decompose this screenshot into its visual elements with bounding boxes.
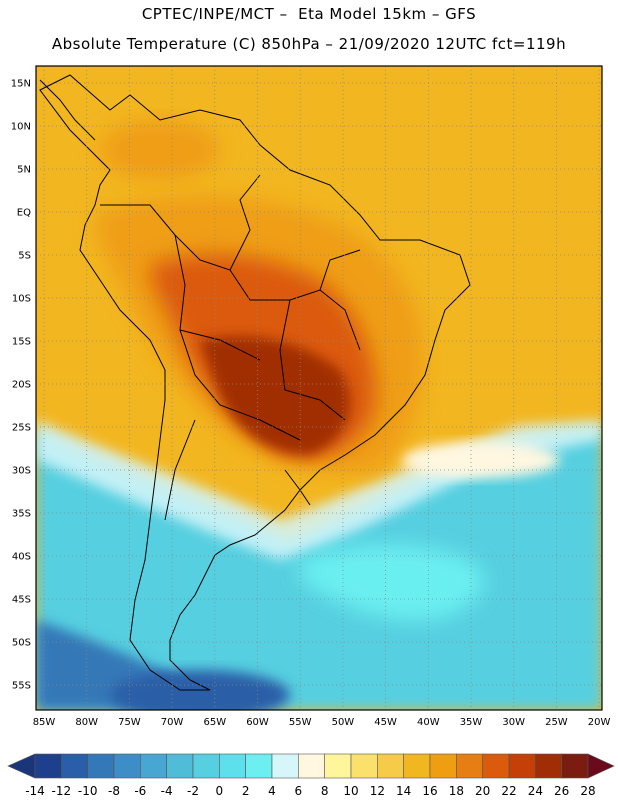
lat-tick-label: 10S [12,294,31,305]
colorbar-max-arrow [587,753,615,779]
colorbar-label: 6 [295,784,303,798]
lon-tick-label: 45W [374,717,397,728]
colorbar-swatch [219,753,246,779]
lat-tick-label: 15N [11,79,31,90]
lat-tick-label: 15S [12,337,31,348]
colorbar-label: 26 [554,784,569,798]
colorbar-label: 28 [580,784,595,798]
colorbar-swatch [403,753,431,779]
colorbar: -14 -12 -10 -8 -6 -4 -2 0 2 4 6 8 10 12 14 16 18 20 22 24 26… [7,753,615,798]
colorbar-min-arrow [7,753,36,779]
colorbar-label: -4 [161,784,173,798]
lon-tick-label: 75W [118,717,141,728]
title-line-2: Absolute Temperature (C) 850hPa – 21/09/… [51,35,567,53]
colorbar-label: 2 [242,784,250,798]
colorbar-label: 0 [216,784,224,798]
colorbar-label: 14 [396,784,411,798]
lat-tick-label: 5N [17,165,31,176]
lon-tick-label: 40W [417,717,440,728]
lon-tick-label: 50W [332,717,355,728]
colorbar-swatch [245,753,273,779]
colorbar-swatch [34,753,62,779]
colorbar-label: -10 [78,784,98,798]
lon-tick-label: 55W [289,717,312,728]
lon-tick-label: 25W [545,717,568,728]
lon-tick-label: 65W [203,717,226,728]
colorbar-swatch [482,753,510,779]
lon-tick-label: 30W [502,717,525,728]
colorbar-label: -6 [134,784,146,798]
lat-tick-label: 20S [12,380,31,391]
latitude-labels: 15N 10N 5N EQ 5S 10S 15S 20S 25S 30S 35S 40S 45S 50S 5… [11,79,31,692]
lon-tick-label: 70W [161,717,184,728]
lat-tick-label: 25S [12,423,31,434]
lon-tick-label: 80W [75,717,98,728]
colorbar-swatch [324,753,352,779]
graticule [36,66,602,710]
colorbar-label: 16 [422,784,437,798]
colorbar-swatch [166,753,194,779]
colorbar-label: 24 [528,784,543,798]
colorbar-label: 8 [321,784,329,798]
colorbar-swatch [535,753,562,779]
lat-tick-label: 35S [12,509,31,520]
lat-tick-label: 5S [18,251,31,262]
colorbar-label: -2 [187,784,199,798]
lat-tick-label: EQ [17,208,31,219]
colorbar-swatch [271,753,299,779]
lon-tick-label: 20W [588,717,611,728]
colorbar-swatch [192,753,220,779]
lat-tick-label: 55S [12,681,31,692]
lat-tick-label: 40S [12,552,31,563]
colorbar-swatch [429,753,457,779]
colorbar-label: 12 [370,784,385,798]
colorbar-label: -12 [52,784,72,798]
colorbar-swatch [508,753,536,779]
colorbar-swatch [140,753,167,779]
lon-tick-label: 35W [460,717,483,728]
lon-tick-label: 60W [246,717,269,728]
lat-tick-label: 50S [12,638,31,649]
lon-tick-label: 85W [33,717,56,728]
lat-tick-label: 10N [11,122,31,133]
colorbar-swatch [377,753,404,779]
colorbar-swatch [456,753,483,779]
colorbar-label: 22 [501,784,516,798]
temperature-field [36,66,602,710]
colorbar-swatch [61,753,88,779]
colorbar-label: 4 [268,784,276,798]
colorbar-label: 18 [449,784,464,798]
colorbar-label: -8 [108,784,120,798]
colorbar-swatch [350,753,378,779]
colorbar-swatch [298,753,325,779]
colorbar-label: 10 [343,784,358,798]
colorbar-swatch [87,753,115,779]
colorbar-label: 20 [475,784,490,798]
title-line-1: CPTEC/INPE/MCT – Eta Model 15km – GFS [141,5,477,23]
colorbar-swatch [113,753,141,779]
coastlines [39,74,471,691]
colorbar-label: -14 [25,784,45,798]
lat-tick-label: 30S [12,466,31,477]
lat-tick-label: 45S [12,595,31,606]
longitude-labels: 85W 80W 75W 70W 65W 60W 55W 50W 45W 40W 35W 30W 25W 2… [33,717,611,728]
map-frame [35,65,603,711]
colorbar-swatch [561,753,589,779]
